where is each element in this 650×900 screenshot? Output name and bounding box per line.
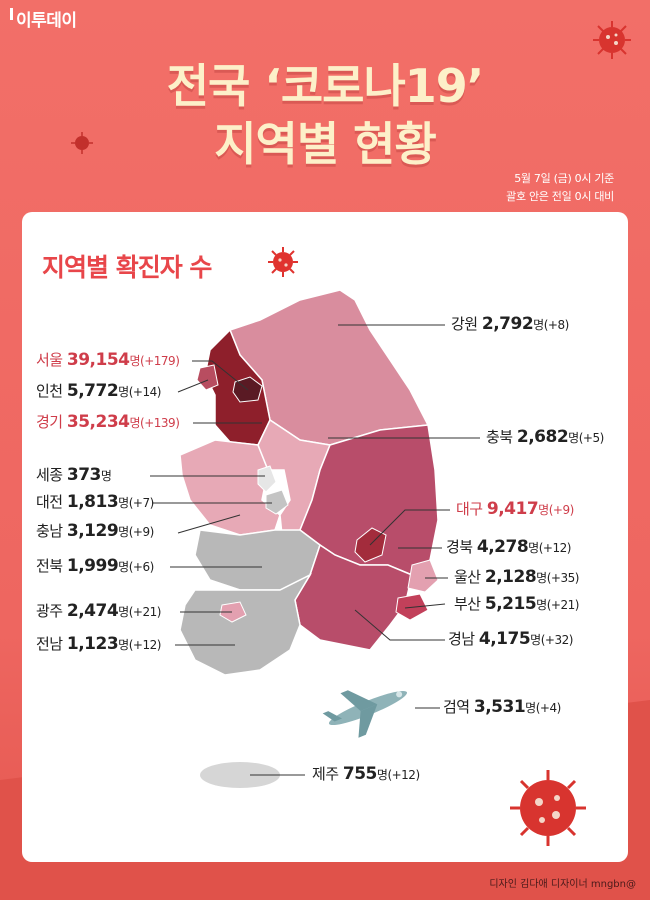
virus-icon xyxy=(71,132,93,154)
label-jeonbuk: 전북 1,999명(+6) xyxy=(36,556,154,576)
label-quarantine: 검역 3,531명(+4) xyxy=(443,697,561,717)
label-gyeongnam: 경남 4,175명(+32) xyxy=(448,629,573,649)
label-daegu: 대구 9,417명(+9) xyxy=(456,499,574,519)
label-jeonnam: 전남 1,123명(+12) xyxy=(36,634,161,654)
section-subtitle: 지역별 확진자 수 xyxy=(42,253,212,282)
date-note: 5월 7일 (금) 0시 기준 괄호 안은 전일 0시 대비 xyxy=(506,170,614,206)
region-ulsan[interactable] xyxy=(407,559,439,593)
region-sejong[interactable] xyxy=(257,465,277,493)
label-gangwon: 강원 2,792명(+8) xyxy=(451,314,569,334)
leader-line-seoul xyxy=(192,360,249,391)
region-chungnam[interactable] xyxy=(179,439,281,536)
label-incheon: 인천 5,772명(+14) xyxy=(36,381,161,401)
label-gyeongbuk: 경북 4,278명(+12) xyxy=(446,537,571,557)
region-jeonnam[interactable] xyxy=(179,573,312,676)
leader-line-daegu xyxy=(369,509,450,546)
page-title-line2: 지역별 현황 xyxy=(214,117,437,171)
label-gyeonggi: 경기 35,234명(+139) xyxy=(36,412,180,432)
brand-logo: 이투데이 xyxy=(10,6,77,31)
region-daejeon[interactable] xyxy=(265,489,289,515)
leader-line-chungnam xyxy=(177,514,241,534)
label-busan: 부산 5,215명(+21) xyxy=(454,594,579,614)
design-credit: 디자인 김다애 디자이너 mngbn@ xyxy=(489,879,636,890)
label-jeju: 제주 755명(+12) xyxy=(312,764,420,784)
label-chungnam: 충남 3,129명(+9) xyxy=(36,521,154,541)
virus-icon xyxy=(510,770,586,846)
label-gwangju: 광주 2,474명(+21) xyxy=(36,601,161,621)
airplane-icon xyxy=(322,690,408,738)
leader-line-gyeongnam xyxy=(354,609,445,641)
virus-icon xyxy=(268,247,298,277)
label-sejong: 세종 373명 xyxy=(36,465,112,485)
label-chungbuk: 충북 2,682명(+5) xyxy=(486,427,604,447)
date-line: 5월 7일 (금) 0시 기준 xyxy=(514,172,614,185)
page-title-line1: 전국 ‘코로나19’ xyxy=(166,59,485,113)
label-daejeon: 대전 1,813명(+7) xyxy=(36,492,154,512)
leader-line-busan xyxy=(404,603,446,609)
region-jeju[interactable] xyxy=(200,762,280,788)
date-compare-note: 괄호 안은 전일 0시 대비 xyxy=(506,190,614,203)
leader-line-incheon xyxy=(177,379,209,393)
label-seoul: 서울 39,154명(+179) xyxy=(36,350,180,370)
label-ulsan: 울산 2,128명(+35) xyxy=(454,567,579,587)
virus-icon xyxy=(593,21,631,59)
region-gwangju[interactable] xyxy=(219,601,247,623)
region-incheon[interactable] xyxy=(196,364,219,391)
